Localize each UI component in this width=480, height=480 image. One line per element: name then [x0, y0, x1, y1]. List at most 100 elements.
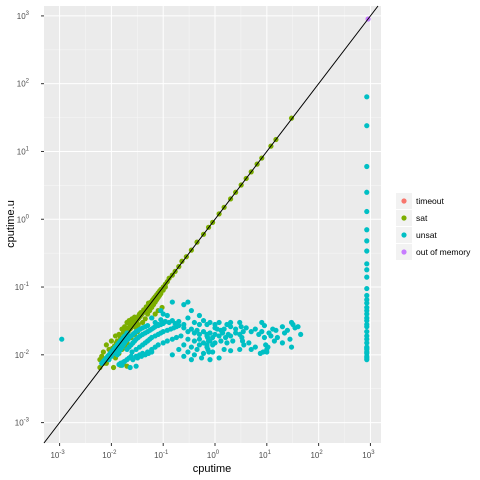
y-tick-label: 102	[17, 79, 30, 89]
legend-label: unsat	[416, 230, 437, 240]
x-tick-label: 10-3	[50, 450, 65, 460]
point-unsat	[210, 342, 216, 348]
point-unsat	[237, 346, 243, 353]
legend-label: timeout	[416, 196, 445, 206]
point-unsat	[243, 325, 249, 331]
x-tick-label: 103	[362, 450, 375, 460]
point-sat	[110, 364, 117, 371]
point-unsat	[228, 333, 234, 339]
legend-label: sat	[416, 213, 428, 223]
point-unsat	[364, 189, 370, 195]
point-unsat	[298, 331, 304, 338]
point-unsat	[230, 338, 236, 344]
point-unsat	[204, 342, 210, 348]
legend-label: out of memory	[416, 247, 471, 257]
point-unsat	[295, 324, 301, 330]
x-tick-exponent: -3	[59, 450, 65, 456]
x-tick-exponent: -1	[163, 450, 169, 456]
point-unsat	[224, 340, 230, 346]
legend-key-symbol	[401, 249, 407, 255]
point-unsat	[185, 299, 191, 305]
point-sat	[142, 316, 148, 322]
point-unsat	[218, 338, 224, 344]
legend-key-symbol	[401, 232, 407, 238]
point-unsat	[264, 349, 270, 355]
point-unsat	[273, 327, 279, 333]
y-tick-label: 100	[17, 214, 30, 224]
point-unsat	[252, 326, 258, 332]
point-unsat	[206, 349, 212, 355]
x-tick-label: 101	[259, 450, 272, 460]
point-sat	[108, 338, 114, 344]
point-unsat	[173, 334, 180, 341]
point-sat	[139, 319, 146, 326]
point-unsat	[364, 285, 370, 292]
y-tick-exponent: 0	[26, 214, 30, 220]
point-unsat	[116, 361, 122, 368]
point-unsat	[194, 346, 200, 353]
point-unsat	[364, 94, 370, 100]
point-unsat	[265, 344, 271, 350]
point-unsat	[241, 342, 247, 348]
point-unsat	[364, 357, 370, 363]
point-unsat	[364, 248, 370, 254]
point-sat	[179, 258, 185, 264]
point-unsat	[185, 315, 191, 321]
point-unsat	[364, 261, 370, 267]
point-unsat	[216, 355, 222, 361]
point-unsat	[181, 342, 187, 348]
point-unsat	[279, 340, 286, 346]
point-unsat	[128, 353, 134, 359]
y-tick-exponent: 2	[26, 79, 30, 85]
point-unsat	[238, 324, 244, 330]
point-unsat	[59, 336, 65, 342]
point-unsat	[261, 322, 268, 329]
point-unsat	[284, 327, 291, 333]
point-sat	[145, 300, 152, 306]
point-unsat	[237, 319, 243, 326]
major-gridlines	[44, 6, 381, 443]
point-sat	[152, 311, 158, 317]
point-unsat	[160, 340, 166, 346]
identity-reference-line	[43, 5, 379, 444]
point-unsat	[246, 340, 252, 346]
point-unsat	[259, 329, 265, 335]
point-unsat	[228, 348, 234, 354]
legend-key-symbol	[401, 215, 407, 221]
point-unsat	[169, 336, 175, 342]
point-unsat	[145, 322, 151, 329]
point-unsat	[185, 349, 191, 355]
x-axis-ticks: 10-3 10-2 10-1 100 101 102 103	[50, 443, 375, 460]
x-tick-exponent: 2	[319, 450, 323, 456]
minor-gridlines	[44, 6, 381, 443]
point-unsat	[188, 307, 194, 314]
point-unsat	[169, 352, 175, 358]
point-unsat	[224, 321, 230, 328]
y-tick-exponent: -3	[24, 418, 30, 424]
point-unsat	[279, 324, 286, 330]
point-unsat	[212, 331, 218, 338]
point-unsat	[191, 352, 197, 358]
point-sat	[135, 321, 141, 328]
point-sat	[103, 342, 109, 348]
point-unsat	[181, 325, 187, 331]
point-unsat	[181, 302, 187, 308]
point-unsat	[257, 350, 263, 356]
point-unsat	[185, 336, 191, 342]
x-tick-label: 10-1	[154, 450, 169, 460]
y-tick-exponent: -2	[24, 350, 30, 356]
point-unsat	[288, 344, 295, 350]
point-unsat	[155, 342, 161, 348]
point-unsat	[287, 336, 293, 342]
point-unsat	[196, 336, 203, 342]
point-unsat	[271, 338, 277, 344]
point-unsat	[216, 319, 222, 326]
point-unsat	[364, 329, 370, 335]
point-unsat	[207, 319, 213, 326]
point-unsat	[364, 311, 370, 317]
point-unsat	[196, 342, 203, 348]
point-unsat	[210, 349, 216, 355]
point-unsat	[158, 317, 164, 323]
